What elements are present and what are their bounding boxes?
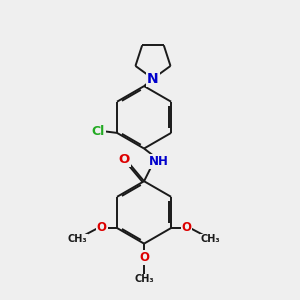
Text: O: O: [97, 221, 106, 234]
Text: O: O: [119, 153, 130, 166]
Text: O: O: [182, 221, 191, 234]
Text: O: O: [139, 251, 149, 264]
Text: NH: NH: [148, 155, 168, 168]
Text: Cl: Cl: [92, 125, 105, 138]
Text: N: N: [147, 72, 159, 86]
Text: CH₃: CH₃: [200, 234, 220, 244]
Text: CH₃: CH₃: [68, 234, 88, 244]
Text: CH₃: CH₃: [134, 274, 154, 284]
